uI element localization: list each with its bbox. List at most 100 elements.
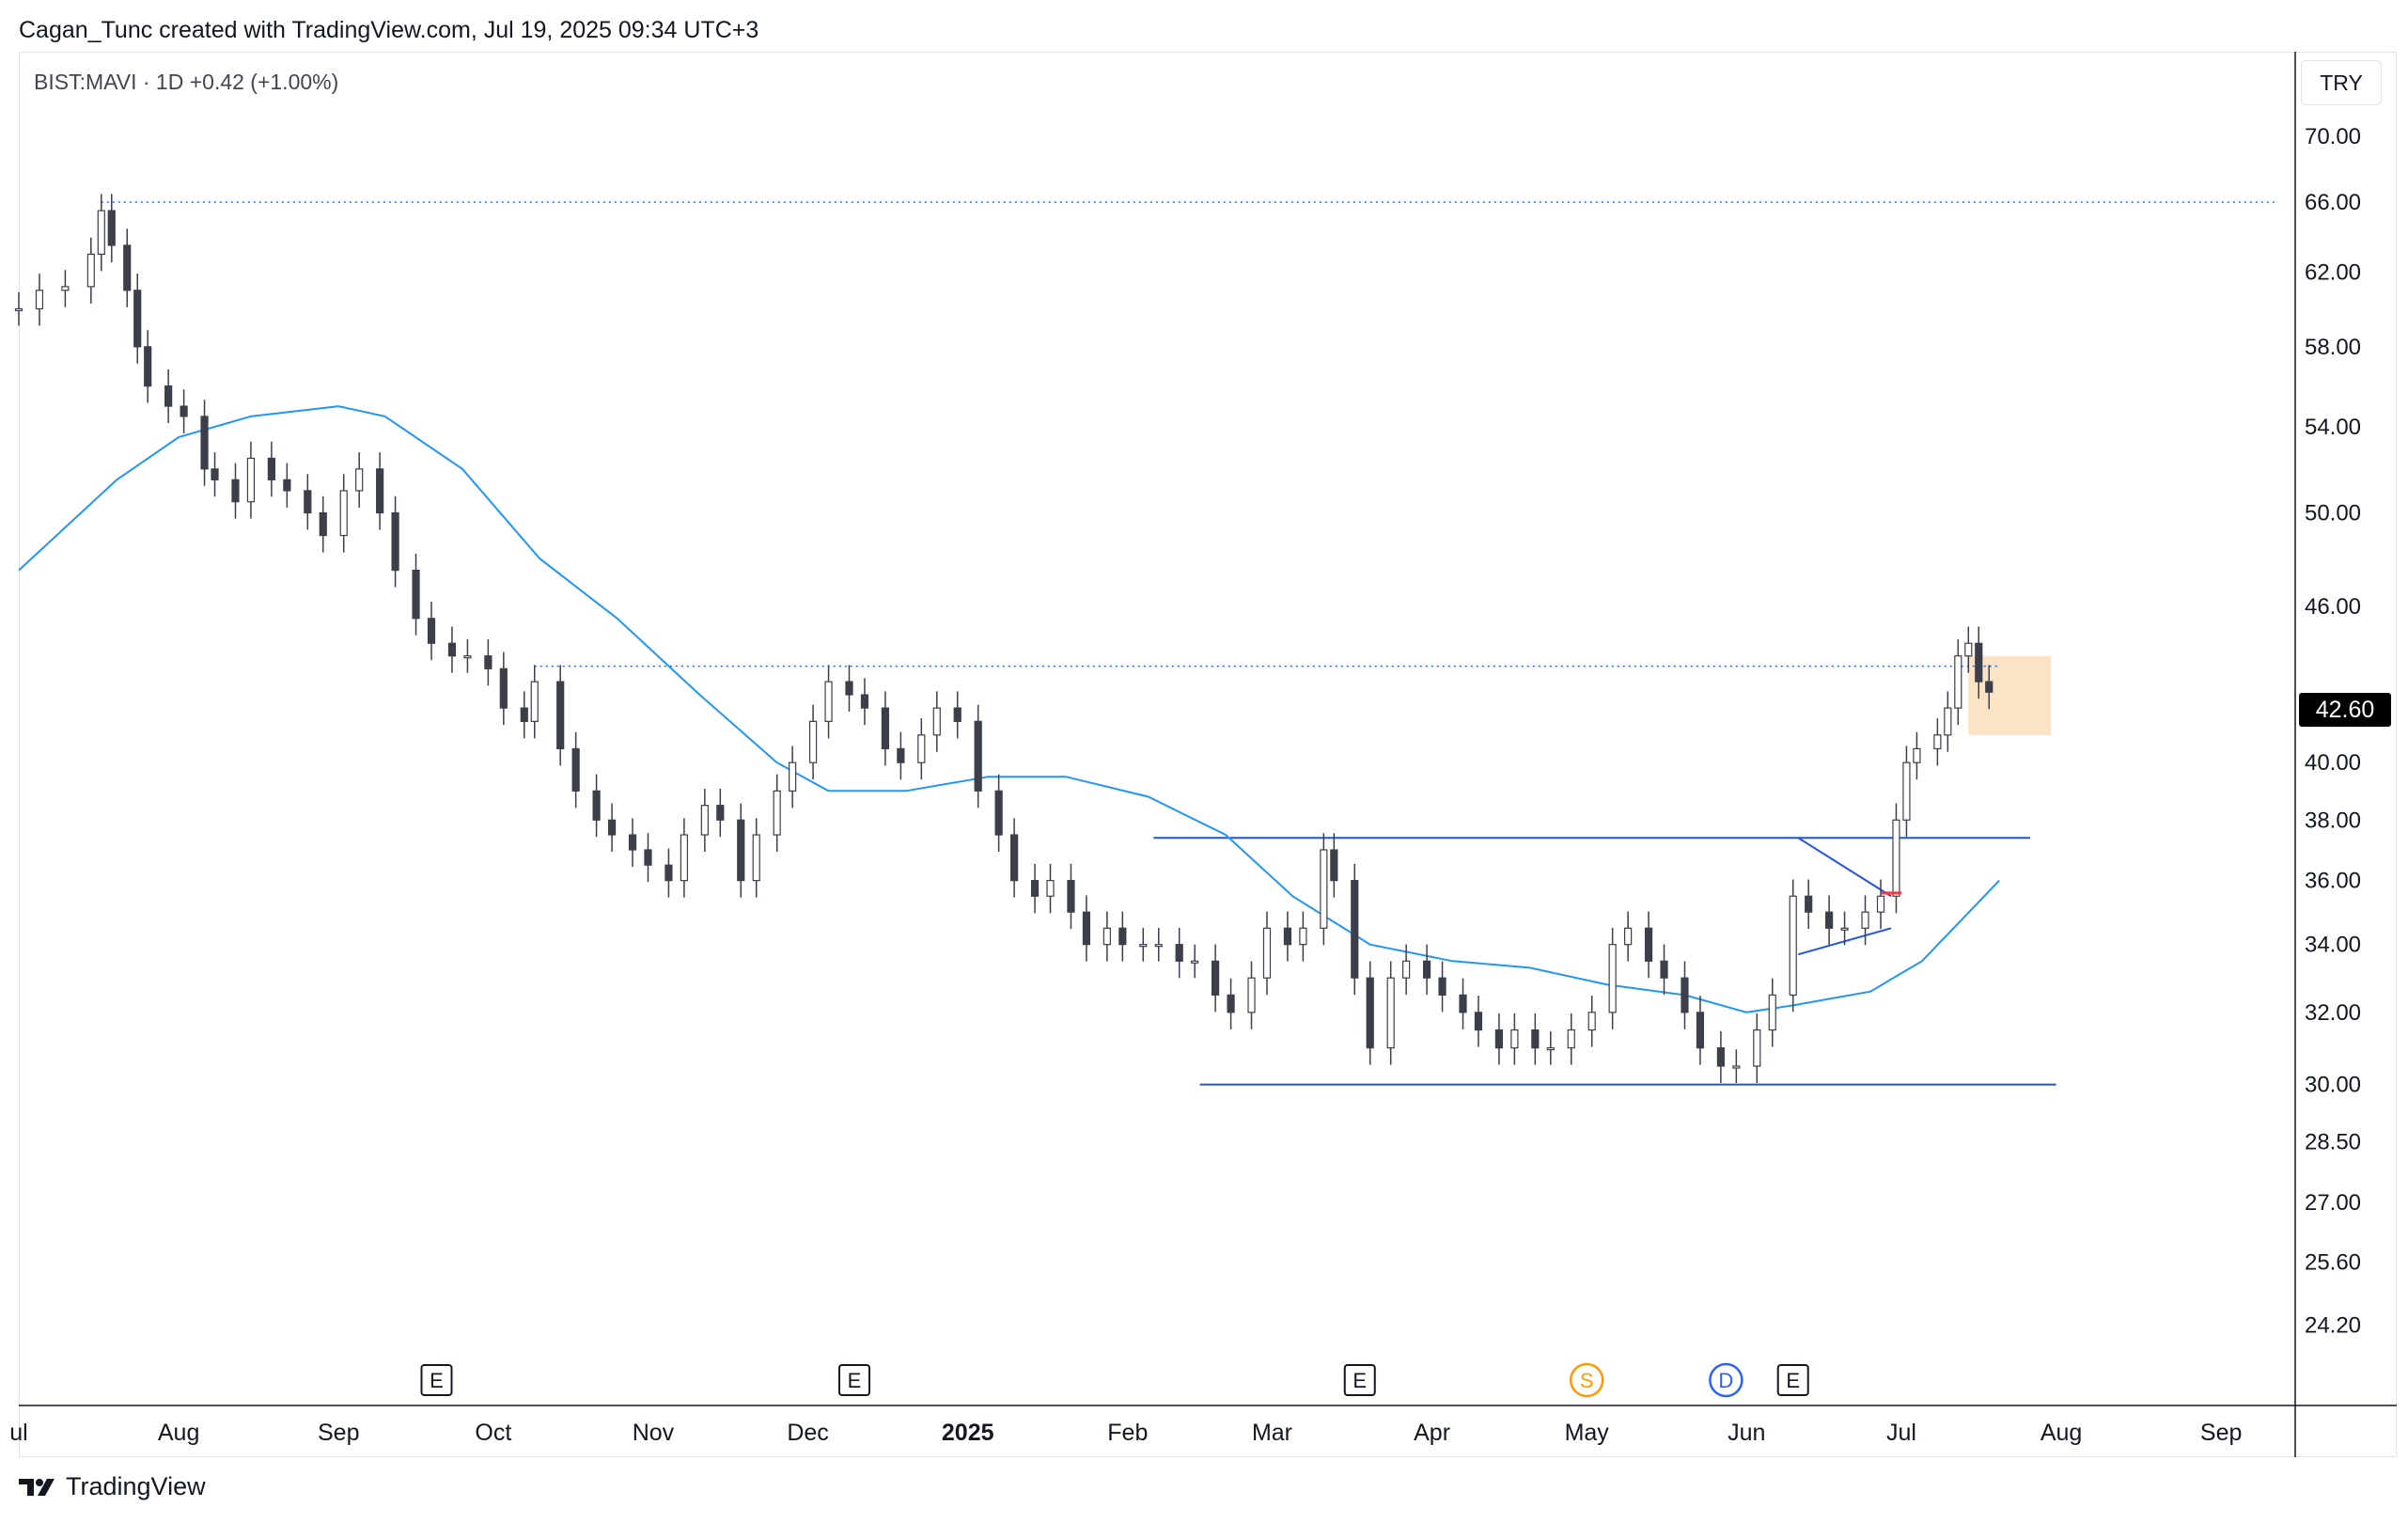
candle-body [808, 720, 818, 763]
candle-body [607, 819, 617, 836]
candle-body [1753, 1028, 1761, 1067]
candle-body [1892, 819, 1900, 897]
candle-body [1531, 1028, 1540, 1049]
candle-body [200, 416, 209, 470]
candle-body [1102, 927, 1111, 946]
moving-average-line [18, 405, 2000, 1013]
candle-body [571, 747, 580, 792]
tradingview-brand-text: TradingView [66, 1472, 206, 1500]
y-tick-label: 30.00 [2305, 1073, 2361, 1098]
candle-body [1954, 655, 1962, 709]
candle-body [319, 511, 327, 537]
candle-body [1768, 994, 1776, 1031]
candle-body [1660, 960, 1668, 979]
x-tick-label: ul [9, 1420, 27, 1446]
candle-body [917, 734, 926, 763]
candle-body [14, 307, 23, 312]
candle-body [1716, 1047, 1725, 1067]
candle-body [592, 790, 601, 821]
tradingview-logo-icon [19, 1477, 56, 1498]
candle-body [246, 457, 256, 503]
candle-body [1212, 960, 1220, 996]
earnings-event-icon [837, 1364, 870, 1396]
symbol-legend: BIST:MAVI · 1D +0.42 (+1.00%) [34, 70, 339, 94]
candle-body [556, 681, 565, 749]
candle-body [180, 405, 188, 417]
candle-body [1386, 977, 1395, 1049]
x-tick-label: 2025 [942, 1420, 994, 1446]
candle-body [1732, 1065, 1741, 1069]
candle-body [1154, 944, 1163, 948]
x-tick-label: Aug [2041, 1420, 2082, 1446]
candle-body [520, 707, 528, 722]
split-event-icon [1569, 1362, 1604, 1398]
candle-body [1283, 927, 1292, 946]
y-tick-label: 32.00 [2305, 1000, 2361, 1026]
candle-body [1805, 895, 1813, 913]
x-tick-label: Jul [1886, 1420, 1916, 1446]
candle-body [881, 707, 890, 749]
candle-body [1494, 1028, 1504, 1049]
candle-body [1351, 880, 1359, 979]
candle-body [1944, 707, 1952, 736]
candle-body [665, 864, 673, 882]
tradingview-footer[interactable]: TradingView [19, 1472, 206, 1501]
candle-body [932, 707, 941, 736]
x-tick-label: Nov [633, 1420, 675, 1446]
triangle-line [1797, 837, 1892, 898]
candle-body [644, 849, 652, 866]
candle-body [1030, 880, 1040, 897]
candle-body [789, 762, 797, 792]
candle-body [1624, 927, 1633, 946]
candle-body [1510, 1028, 1519, 1049]
candle-body [1118, 927, 1127, 946]
candle-body [752, 834, 760, 882]
event-label: E [1353, 1369, 1367, 1392]
candle-body [1913, 747, 1921, 763]
candle-body [267, 457, 275, 480]
candle-body [1608, 944, 1617, 1013]
candle-body [376, 468, 384, 514]
candle-body [391, 511, 399, 572]
candle-body [994, 790, 1003, 836]
candle-body [1262, 927, 1272, 979]
x-tick-label: Jun [1728, 1420, 1765, 1446]
candle-body [283, 479, 291, 492]
candle-body [427, 618, 436, 644]
event-label: D [1718, 1369, 1733, 1392]
candle-body [1247, 977, 1256, 1013]
x-tick-label: Mar [1252, 1420, 1292, 1446]
event-label: E [848, 1369, 862, 1392]
candle-body [530, 681, 539, 722]
candle-body [86, 253, 95, 288]
candle-body [1587, 1012, 1596, 1031]
earnings-event-icon [1776, 1364, 1809, 1396]
candle-body [1459, 994, 1467, 1013]
candle-body [1985, 681, 1994, 693]
candle-body [355, 468, 364, 492]
x-tick-label: Sep [2200, 1420, 2242, 1446]
candle-body [773, 790, 781, 836]
candle-body [35, 290, 44, 310]
candle-body [1009, 834, 1019, 882]
candle-body [1975, 642, 1983, 683]
candle-body [304, 490, 312, 514]
candle-body [61, 286, 70, 291]
y-tick-label: 62.00 [2305, 259, 2361, 285]
x-tick-label: May [1565, 1420, 1610, 1446]
candle-body [1067, 880, 1075, 913]
candle-body [1139, 944, 1148, 948]
y-tick-label: 27.00 [2305, 1190, 2361, 1216]
candle-body [463, 655, 472, 659]
candle-body [123, 244, 132, 291]
currency-selector[interactable]: TRY [2301, 60, 2382, 105]
candle-body [1191, 960, 1199, 964]
candle-body [97, 210, 105, 255]
y-tick-label: 40.00 [2305, 750, 2361, 776]
candle-body [1546, 1047, 1555, 1051]
candle-body [1422, 960, 1431, 979]
candle-body [1299, 927, 1307, 946]
candle-body [1933, 734, 1942, 749]
candle-body [737, 819, 745, 882]
